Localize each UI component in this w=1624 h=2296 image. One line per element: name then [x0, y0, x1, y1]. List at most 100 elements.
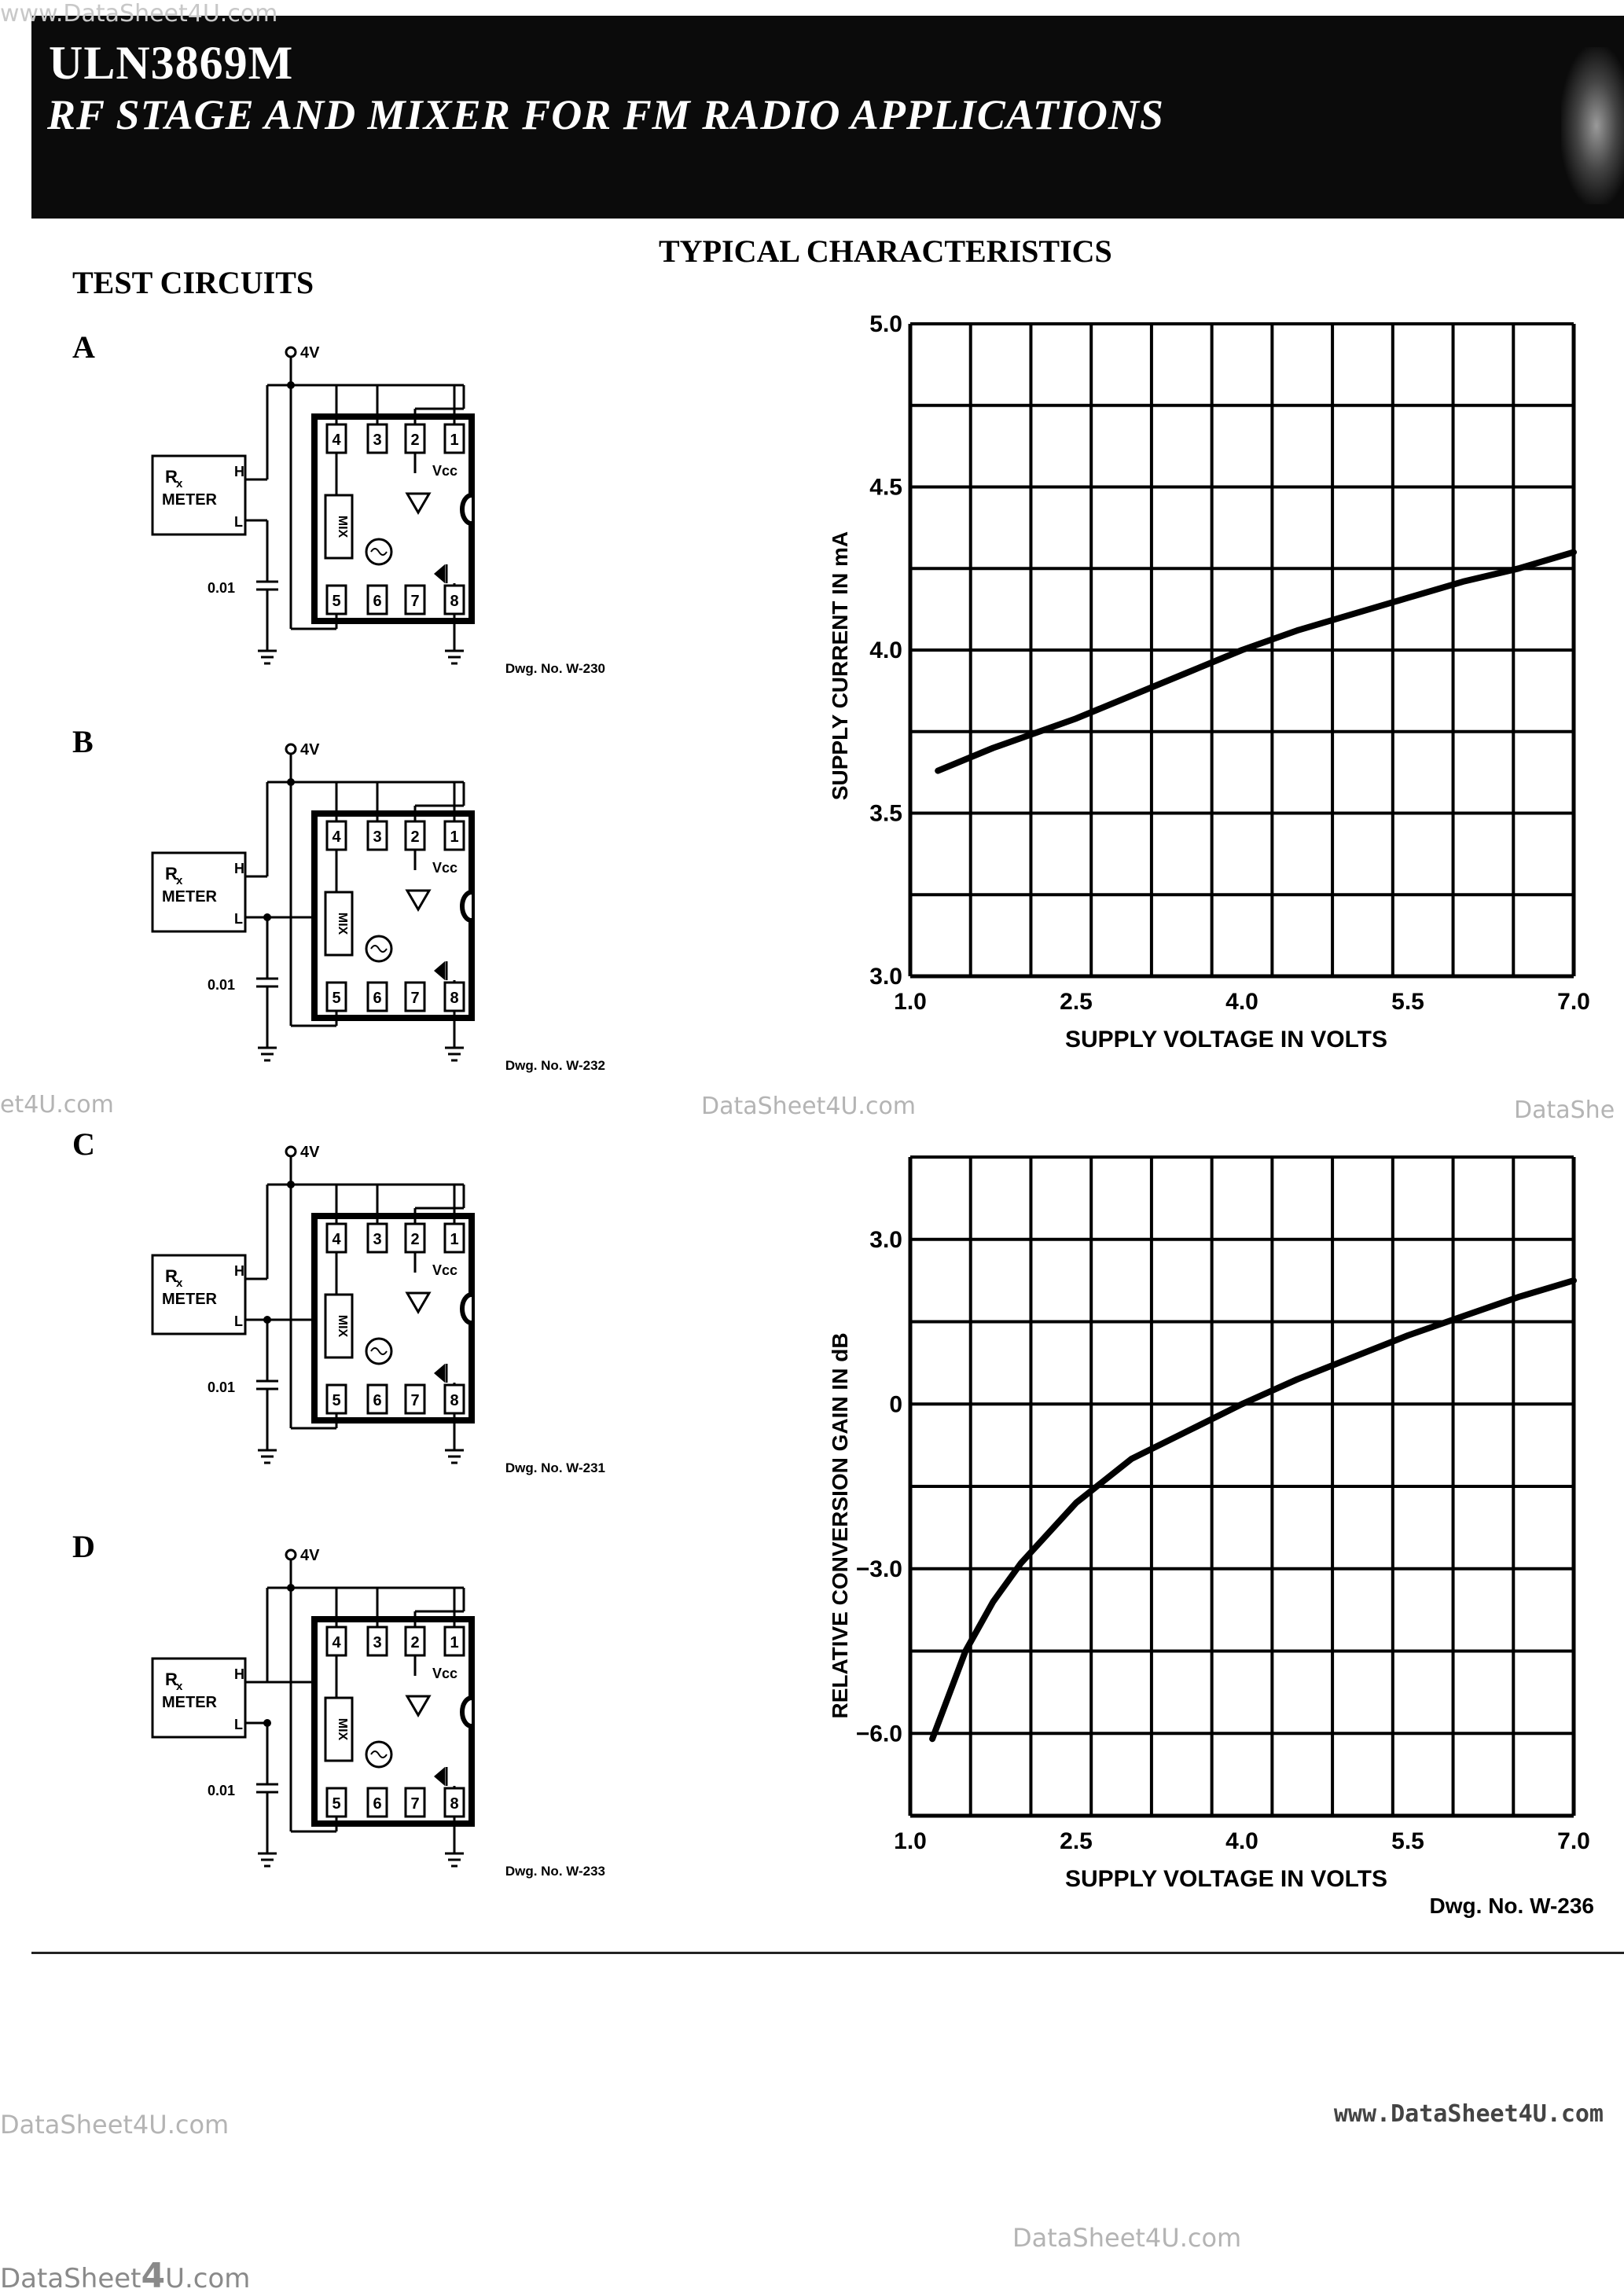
- rx-high-label: H: [234, 861, 244, 876]
- ground-icon: [258, 1853, 277, 1866]
- ic-pin-number: 6: [373, 1392, 381, 1409]
- supply-terminal: [286, 347, 296, 357]
- watermark-mid: DataSheet4U.com: [701, 1093, 916, 1120]
- watermark-left-partial: et4U.com: [0, 1091, 114, 1119]
- chart-x-axis-label: SUPPLY VOLTAGE IN VOLTS: [1065, 1866, 1387, 1892]
- chart-y-tick-label: −3.0: [856, 1556, 902, 1582]
- circuit-c-letter: C: [72, 1126, 95, 1163]
- chart-x-tick-label: 5.5: [1391, 1828, 1424, 1854]
- ic-pin-number: 5: [332, 1392, 340, 1409]
- watermark-bottom-left: DataSheet4U.com: [0, 2256, 250, 2296]
- capacitor-label: 0.01: [208, 977, 235, 993]
- ic-pin-number: 7: [410, 1795, 419, 1813]
- circuit-d-letter: D: [72, 1528, 95, 1565]
- title-banner: ULN3869M RF STAGE AND MIXER FOR FM RADIO…: [31, 16, 1624, 219]
- ic-pin-number: 5: [332, 990, 340, 1007]
- chart-drawing-number: Dwg. No. W-236: [1430, 1894, 1594, 1918]
- watermark-bottom-left-b: 4: [141, 2256, 165, 2296]
- supply-terminal: [286, 744, 296, 754]
- part-number: ULN3869M: [49, 36, 293, 90]
- chart-x-tick-label: 2.5: [1060, 989, 1093, 1015]
- chart-y-tick-label: 3.0: [869, 964, 902, 990]
- chart-x-axis-label: SUPPLY VOLTAGE IN VOLTS: [1065, 1027, 1387, 1052]
- rx-meter-label: METER: [162, 491, 218, 509]
- circuit-drawing-number: Dwg. No. W-233: [505, 1864, 605, 1879]
- ic-pin-number: 1: [450, 828, 458, 846]
- mixer-label: MIX: [336, 1315, 349, 1338]
- ground-icon: [445, 1048, 464, 1060]
- capacitor-label: 0.01: [208, 1783, 235, 1798]
- diode-icon: [434, 564, 445, 583]
- rx-meter-label-x: x: [176, 477, 183, 490]
- chart-y-tick-label: 3.5: [869, 801, 902, 827]
- circuit-drawing-number: Dwg. No. W-231: [505, 1460, 605, 1475]
- supply-voltage-label: 4V: [300, 741, 320, 759]
- amplifier-icon: [407, 891, 429, 909]
- diode-icon: [434, 1767, 445, 1786]
- ic-notch: [462, 1295, 472, 1323]
- chart-y-tick-label: 0: [889, 1391, 902, 1417]
- chart-x-tick-label: 2.5: [1060, 1828, 1093, 1854]
- ic-pin-number: 6: [373, 1795, 381, 1813]
- watermark-top: www.DataSheet4U.com: [0, 0, 277, 28]
- chart-x-tick-label: 7.0: [1557, 1828, 1590, 1854]
- ic-pin-number: 3: [373, 432, 381, 449]
- ic-pin-number: 5: [332, 1795, 340, 1813]
- chart-y-tick-label: 4.0: [869, 637, 902, 663]
- supply-terminal: [286, 1550, 296, 1559]
- rx-high-label: H: [234, 1666, 244, 1682]
- ic-pin-number: 7: [410, 1392, 419, 1409]
- ic-pin-number: 3: [373, 1634, 381, 1651]
- ic-pin-number: 2: [410, 828, 419, 846]
- supply-terminal: [286, 1147, 296, 1156]
- diode-icon: [434, 1364, 445, 1383]
- ic-pin-number: 8: [450, 1392, 458, 1409]
- chart-y-tick-label: −6.0: [856, 1721, 902, 1747]
- ic-pin-number: 1: [450, 432, 458, 449]
- document-subtitle: RF STAGE AND MIXER FOR FM RADIO APPLICAT…: [47, 90, 1164, 139]
- chart-x-tick-label: 7.0: [1557, 989, 1590, 1015]
- chart-x-tick-label: 1.0: [894, 1828, 927, 1854]
- ic-pin-number: 8: [450, 1795, 458, 1813]
- rx-meter-label-x: x: [176, 1680, 183, 1693]
- mixer-label: MIX: [336, 516, 349, 538]
- ic-pin-number: 8: [450, 990, 458, 1007]
- ic-pin-number: 4: [332, 1634, 341, 1651]
- vcc-label: Vcc: [432, 1666, 457, 1681]
- mixer-label: MIX: [336, 1718, 349, 1741]
- ic-notch: [462, 892, 472, 920]
- chart-y-tick-label: 5.0: [869, 311, 902, 337]
- test-circuits-heading: TEST CIRCUITS: [72, 264, 314, 301]
- ground-icon: [258, 1450, 277, 1463]
- chart-x-tick-label: 5.5: [1391, 989, 1424, 1015]
- banner-decoration: [1561, 47, 1624, 204]
- typical-characteristics-heading: TYPICAL CHARACTERISTICS: [659, 233, 1112, 270]
- ic-pin-number: 4: [332, 432, 341, 449]
- ic-pin-number: 8: [450, 593, 458, 610]
- rx-low-label: L: [234, 514, 243, 530]
- ic-notch: [462, 1698, 472, 1726]
- rx-high-label: H: [234, 464, 244, 479]
- chart-x-tick-label: 4.0: [1225, 989, 1258, 1015]
- circuit-b-letter: B: [72, 723, 94, 760]
- ic-pin-number: 7: [410, 593, 419, 610]
- watermark-bottom-center: DataSheet4U.com: [1012, 2223, 1241, 2253]
- ic-pin-number: 1: [450, 1231, 458, 1248]
- capacitor-label: 0.01: [208, 580, 235, 596]
- rx-meter-label-x: x: [176, 1277, 183, 1290]
- chart-y-axis-label: RELATIVE CONVERSION GAIN IN dB: [828, 1332, 852, 1718]
- ic-pin-number: 5: [332, 593, 340, 610]
- ground-icon: [258, 1048, 277, 1060]
- ground-icon: [445, 1450, 464, 1463]
- rx-meter-label-x: x: [176, 874, 183, 887]
- chart-y-tick-label: 4.5: [869, 475, 902, 501]
- ic-pin-number: 2: [410, 432, 419, 449]
- supply-voltage-label: 4V: [300, 344, 320, 362]
- ground-icon: [445, 651, 464, 663]
- bottom-rule: [31, 1952, 1624, 1954]
